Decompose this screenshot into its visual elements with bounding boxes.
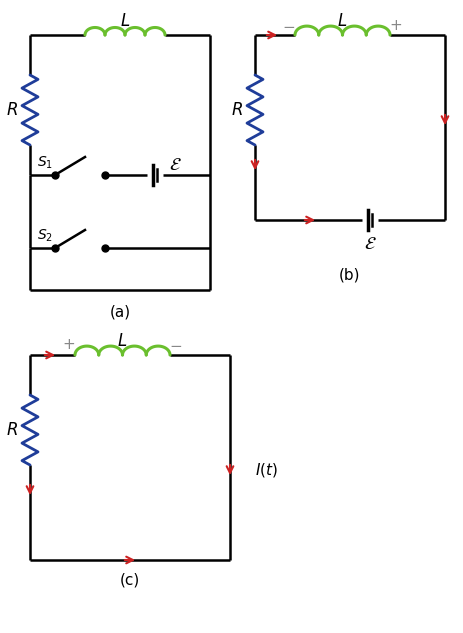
Text: (c): (c) (119, 572, 140, 587)
Text: (a): (a) (109, 304, 130, 320)
Text: $-$: $-$ (169, 337, 182, 353)
Text: $+$: $+$ (63, 337, 75, 353)
Text: $-$: $-$ (282, 18, 295, 32)
Text: $L$: $L$ (119, 12, 130, 30)
Text: (b): (b) (338, 268, 360, 282)
Text: $R$: $R$ (231, 101, 243, 119)
Text: $S_2$: $S_2$ (37, 228, 53, 244)
Text: $L$: $L$ (117, 332, 127, 350)
Text: $\mathcal{E}$: $\mathcal{E}$ (363, 235, 375, 253)
Text: $R$: $R$ (6, 101, 18, 119)
Text: $+$: $+$ (388, 18, 402, 32)
Text: $I(t)$: $I(t)$ (255, 461, 277, 479)
Text: $\mathcal{E}$: $\mathcal{E}$ (168, 156, 181, 174)
Text: $L$: $L$ (337, 12, 347, 30)
Text: $S_1$: $S_1$ (37, 155, 53, 171)
Text: $R$: $R$ (6, 421, 18, 439)
